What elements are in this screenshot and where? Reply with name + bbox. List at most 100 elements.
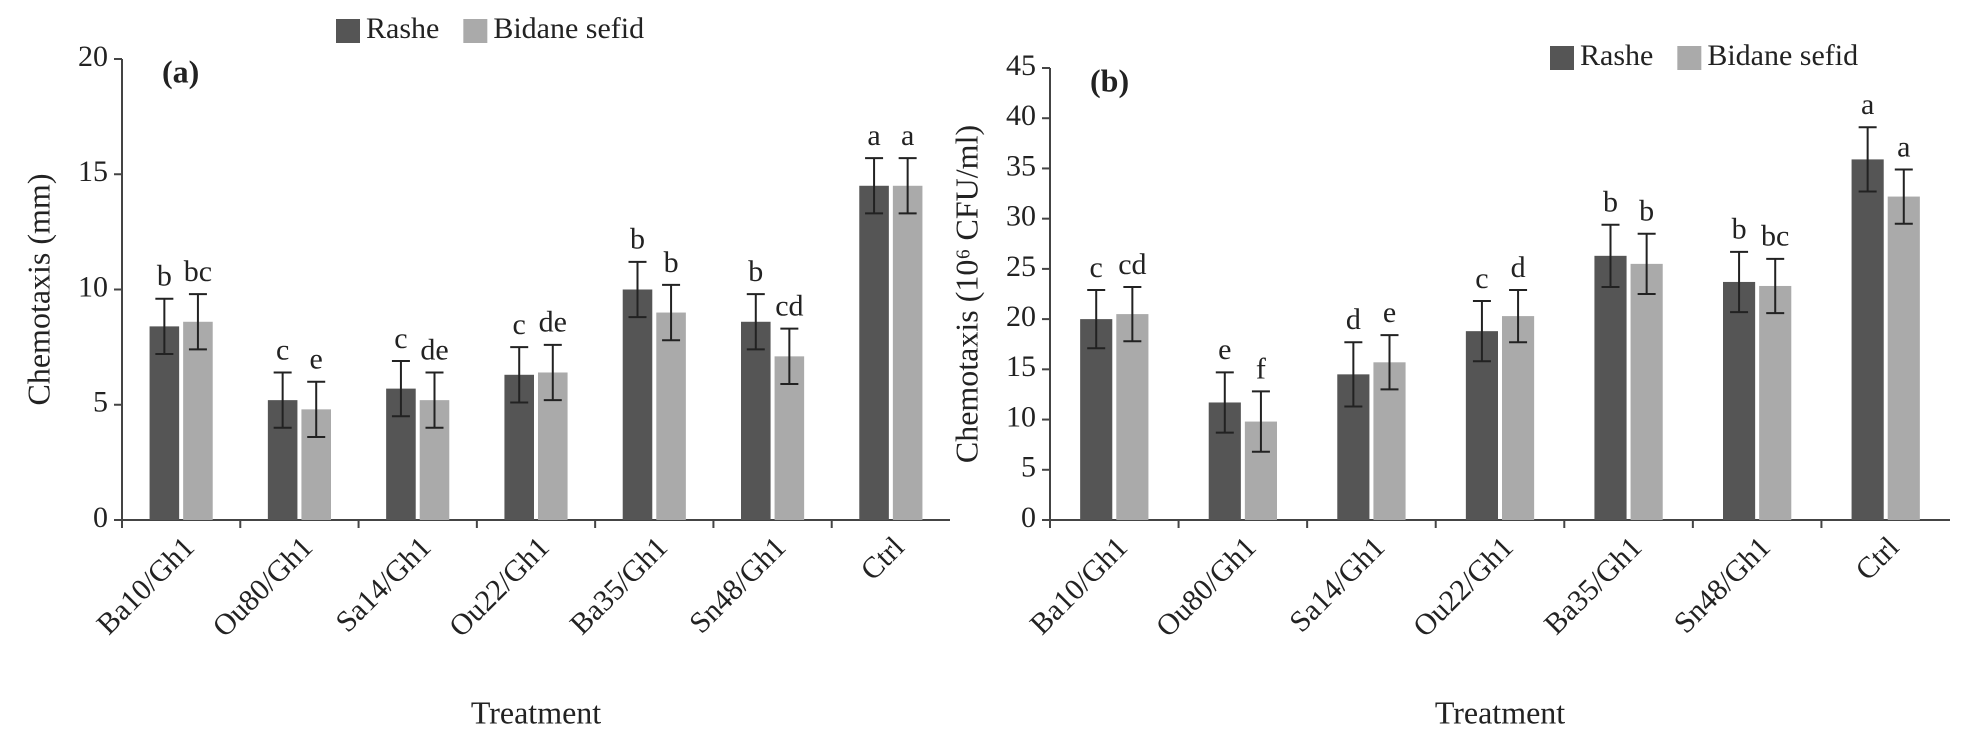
y-tick-label: 0 — [93, 501, 108, 534]
bar — [1116, 314, 1149, 520]
significance-letter: b — [1732, 213, 1747, 246]
legend-swatch — [1550, 46, 1574, 70]
bar — [741, 321, 771, 520]
x-tick-label: Ba35/Gh1 — [564, 530, 675, 641]
x-tick-label: Sn48/Gh1 — [1668, 530, 1777, 639]
error-bar — [780, 327, 799, 386]
significance-letter: d — [1511, 251, 1526, 284]
y-axis-label: Chemotaxis (10⁶ CFU/ml) — [948, 125, 984, 463]
error-bar — [1509, 288, 1528, 344]
x-tick-label: Ctrl — [1849, 530, 1905, 586]
error-bar — [1472, 300, 1491, 363]
error-bar — [1123, 285, 1142, 343]
error-bar — [865, 157, 884, 215]
bar — [859, 185, 889, 520]
x-axis-label: Treatment — [471, 694, 601, 730]
bar — [149, 326, 180, 520]
legend-label: Rashe — [1580, 39, 1653, 72]
bar — [1502, 316, 1535, 520]
significance-letter: e — [1218, 333, 1231, 366]
x-tick-label: Ba10/Gh1 — [90, 530, 201, 641]
error-bar — [1215, 371, 1234, 434]
error-bar — [1251, 390, 1270, 453]
x-tick-label: Ou22/Gh1 — [1407, 530, 1520, 643]
error-bar — [1637, 232, 1656, 295]
error-bar — [543, 343, 562, 402]
legend-swatch — [336, 19, 360, 43]
legend-label: Bidane sefid — [493, 12, 644, 45]
significance-letter: a — [867, 119, 880, 152]
significance-letter: f — [1256, 352, 1266, 385]
error-bar — [898, 157, 917, 215]
y-tick-label: 25 — [1006, 250, 1036, 283]
significance-letter: c — [1090, 251, 1103, 284]
y-tick-label: 15 — [78, 155, 108, 188]
y-tick-label: 30 — [1006, 200, 1036, 233]
bar — [656, 312, 686, 520]
significance-letter: b — [157, 260, 172, 293]
panel-label: (b) — [1090, 62, 1129, 98]
bar — [1594, 255, 1627, 520]
error-bar — [391, 359, 410, 418]
x-tick-label: Sa14/Gh1 — [329, 530, 437, 638]
significance-letter: de — [539, 306, 567, 339]
significance-letter: b — [1603, 186, 1618, 219]
significance-letter: de — [420, 333, 448, 366]
significance-letter: e — [1383, 296, 1396, 329]
y-tick-label: 40 — [1006, 99, 1036, 132]
significance-letter: b — [664, 246, 679, 279]
significance-letter: c — [276, 333, 289, 366]
x-tick-label: Ou80/Gh1 — [1150, 530, 1263, 643]
x-tick-label: Ou22/Gh1 — [443, 530, 556, 643]
y-tick-label: 20 — [78, 40, 108, 73]
significance-letter: c — [513, 308, 526, 341]
significance-letter: e — [310, 343, 323, 376]
y-tick-label: 5 — [93, 386, 108, 419]
bar — [1759, 285, 1792, 520]
x-tick-label: Ou80/Gh1 — [206, 530, 319, 643]
x-tick-label: Sa14/Gh1 — [1283, 530, 1391, 638]
error-bar — [1344, 341, 1363, 408]
x-tick-label: Ba35/Gh1 — [1538, 530, 1649, 641]
error-bar — [307, 380, 326, 439]
bar — [183, 321, 213, 520]
bar — [1630, 263, 1663, 520]
significance-letter: b — [748, 255, 763, 288]
significance-letter: c — [394, 322, 407, 355]
legend-label: Rashe — [366, 12, 439, 45]
bar — [1465, 331, 1498, 520]
error-bar — [1380, 334, 1399, 391]
y-tick-label: 15 — [1006, 350, 1036, 383]
bar — [892, 185, 923, 520]
error-bar — [1894, 168, 1913, 225]
error-bar — [1730, 250, 1749, 314]
significance-letter: b — [630, 223, 645, 256]
significance-letter: a — [1861, 88, 1874, 121]
significance-letter: cd — [1118, 248, 1146, 281]
bar — [1887, 196, 1920, 520]
error-bar — [425, 371, 444, 429]
significance-letter: a — [1897, 130, 1910, 163]
bar — [622, 289, 653, 520]
y-tick-label: 5 — [1021, 451, 1036, 484]
x-tick-label: Sn48/Gh1 — [683, 530, 792, 639]
legend-label: Bidane sefid — [1707, 39, 1858, 72]
significance-letter: bc — [1761, 220, 1789, 253]
error-bar — [273, 371, 292, 429]
y-tick-label: 35 — [1006, 149, 1036, 182]
bar — [1851, 159, 1884, 520]
error-bar — [1766, 257, 1785, 315]
error-bar — [1858, 126, 1877, 193]
error-bar — [155, 297, 174, 356]
x-axis-label: Treatment — [1435, 694, 1565, 730]
error-bar — [188, 293, 207, 351]
x-tick-label: Ctrl — [854, 530, 910, 586]
legend-swatch — [1677, 46, 1702, 70]
error-bar — [662, 283, 681, 342]
error-bar — [1087, 288, 1106, 350]
y-tick-label: 45 — [1006, 49, 1036, 82]
bar — [1080, 319, 1113, 520]
error-bar — [1601, 223, 1620, 288]
panel-label: (a) — [162, 53, 199, 89]
